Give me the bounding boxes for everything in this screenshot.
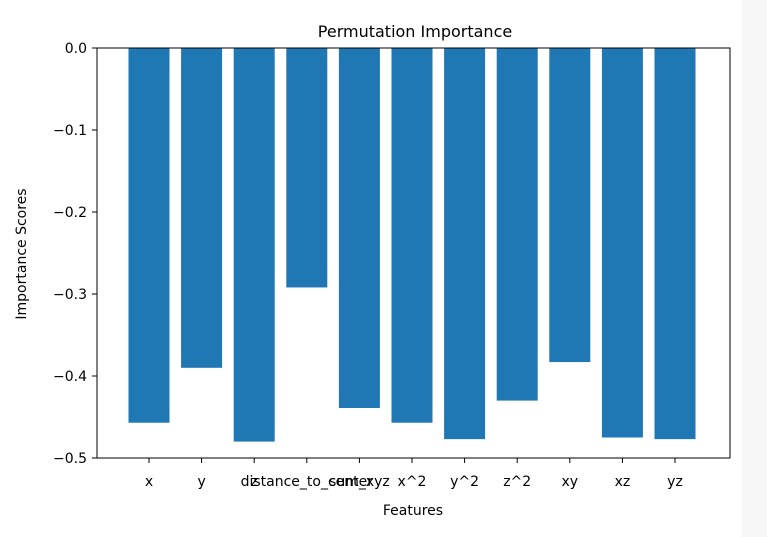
x-tick-label: y: [197, 474, 205, 490]
x-tick-label: z^2: [503, 474, 531, 490]
y-tick-label: −0.3: [53, 287, 87, 303]
bar-y^2: [444, 48, 486, 440]
bar-xz: [601, 48, 643, 438]
plot-frame: [96, 47, 731, 459]
y-tick-label: −0.2: [53, 205, 87, 221]
x-tick-label: x^2: [398, 474, 427, 490]
x-tick-label: distance_to_center: [241, 474, 374, 490]
bar-z: [233, 48, 275, 442]
bar-xy: [549, 48, 591, 363]
y-tick-label: −0.5: [53, 451, 87, 467]
x-tick-label: xz: [615, 474, 631, 490]
y-tick-label: −0.1: [53, 123, 87, 139]
bar-y: [181, 48, 223, 368]
scroll-gutter: [742, 0, 767, 537]
x-tick-label: sum_xyz: [329, 474, 390, 490]
bar-x: [128, 48, 170, 423]
bar-yz: [654, 48, 696, 440]
y-tick-label: 0.0: [65, 41, 87, 57]
chart-title: Permutation Importance: [318, 22, 512, 41]
x-axis-title: Features: [383, 503, 443, 519]
x-tick-label: yz: [667, 474, 683, 490]
bar-z^2: [496, 48, 538, 401]
y-axis: 0.0 −0.1 −0.2 −0.3 −0.4 −0.5: [53, 41, 97, 467]
x-tick-label: x: [145, 474, 153, 490]
y-axis-title: Importance Scores: [14, 188, 30, 319]
bar-distance_to_center: [286, 48, 328, 288]
x-tick-label: z: [251, 474, 258, 490]
x-tick-label: y^2: [450, 474, 479, 490]
x-tick-label: xy: [562, 474, 579, 490]
bar-x^2: [391, 48, 433, 423]
bar-sum_xyz: [338, 48, 380, 408]
y-tick-label: −0.4: [53, 369, 87, 385]
bars-group: [128, 48, 696, 442]
